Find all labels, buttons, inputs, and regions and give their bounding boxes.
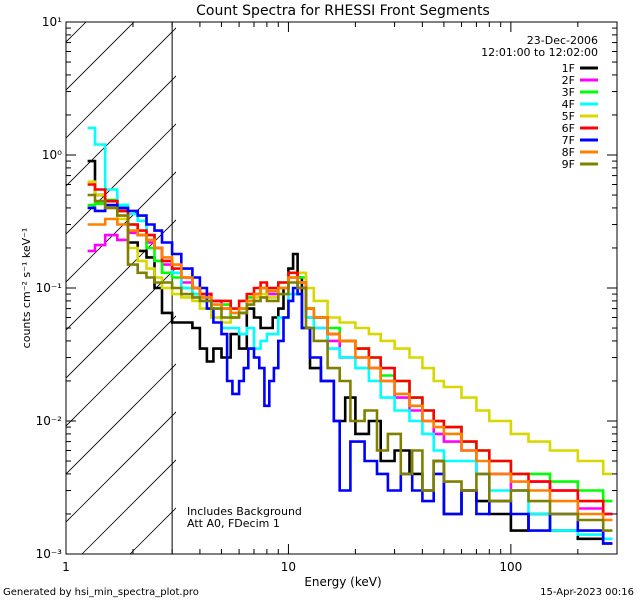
y-tick-label: 10⁻²	[36, 414, 63, 428]
series-8f-line	[87, 217, 613, 522]
axis-ticks	[65, 22, 618, 555]
hatch-line	[66, 27, 176, 139]
x-axis-label: Energy (keV)	[304, 575, 381, 589]
y-axis-label: counts cm⁻² s⁻¹ keV⁻¹	[20, 228, 33, 349]
legend-label-9f: 9F	[562, 158, 575, 171]
legend-label-2f: 2F	[562, 74, 575, 87]
x-tick-label: 10	[281, 560, 296, 574]
y-tick-labels: 10¹ 10⁰ 10⁻¹ 10⁻² 10⁻³	[36, 15, 63, 561]
legend-label-4f: 4F	[562, 98, 575, 111]
y-tick-label: 10⁻³	[36, 547, 63, 561]
series-9f-line	[87, 193, 613, 532]
y-tick-label: 10⁻¹	[36, 281, 63, 295]
hatch-line	[66, 75, 176, 187]
legend-label-1f: 1F	[562, 62, 575, 75]
series-layer	[87, 126, 613, 545]
x-tick-label: 100	[499, 560, 522, 574]
hatch-line	[66, 219, 176, 331]
x-tick-labels: 1 10 100	[62, 560, 522, 574]
time-range-annotation: 12:01:00 to 12:02:00	[481, 46, 598, 59]
legend-label-8f: 8F	[562, 146, 575, 159]
hatch-line	[66, 411, 176, 523]
x-tick-label: 1	[62, 560, 70, 574]
legend-label-5f: 5F	[562, 110, 575, 123]
timestamp-footer: 15-Apr-2023 00:16	[540, 587, 634, 598]
hatch-line	[66, 267, 176, 379]
chart-title: Count Spectra for RHESSI Front Segments	[196, 3, 490, 19]
series-7f-line	[87, 203, 613, 545]
hatch-line	[66, 363, 176, 475]
generated-by-footer: Generated by hsi_min_spectra_plot.pro	[3, 587, 199, 598]
attenuator-note: Att A0, FDecim 1	[187, 517, 280, 530]
legend-label-7f: 7F	[562, 134, 575, 147]
series-5f-line	[87, 180, 613, 476]
legend-label-6f: 6F	[562, 122, 575, 135]
y-tick-label: 10¹	[42, 15, 62, 29]
date-annotation: 23-Dec-2006	[527, 34, 598, 47]
y-tick-label: 10⁰	[42, 148, 62, 162]
legend-label-3f: 3F	[562, 86, 575, 99]
background-note: Includes Background	[187, 505, 302, 518]
